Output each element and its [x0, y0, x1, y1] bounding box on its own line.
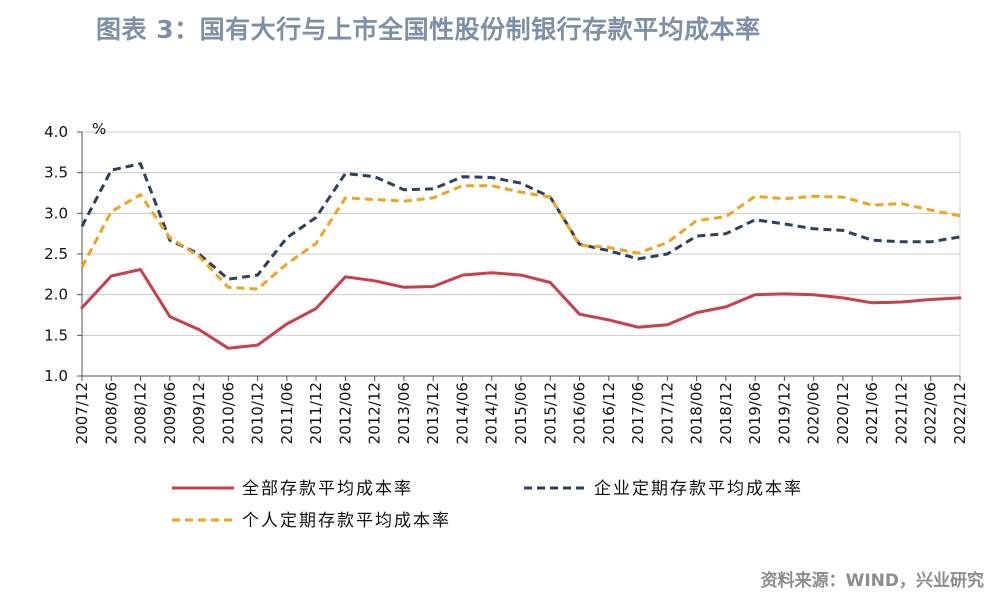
- source-note: 资料来源：WIND，兴业研究: [760, 571, 984, 591]
- x-tick-label: 2020/06: [805, 382, 823, 444]
- y-tick-label: 2.0: [44, 286, 68, 304]
- x-tick-label: 2016/12: [600, 382, 618, 444]
- x-tick-label: 2009/06: [161, 382, 179, 444]
- x-tick-labels: 2007/12 2008/06 2008/12 2009/06 2009/12 2010/…: [73, 382, 969, 444]
- x-tick-label: 2014/12: [483, 382, 501, 444]
- x-tick-label: 2007/12: [73, 382, 91, 444]
- x-tick-label: 2012/06: [336, 382, 354, 444]
- x-tick-label: 2019/12: [775, 382, 793, 444]
- y-tick-label: 1.5: [44, 326, 68, 344]
- y-tick-label: 4.0: [44, 123, 68, 141]
- x-tick-label: 2018/06: [688, 382, 706, 444]
- y-tick-label: 2.5: [44, 245, 68, 263]
- x-tick-label: 2017/12: [658, 382, 676, 444]
- x-tick-label: 2017/06: [629, 382, 647, 444]
- axes: [77, 131, 961, 381]
- x-tick-label: 2013/06: [395, 382, 413, 444]
- x-tick-label: 2021/06: [863, 382, 881, 444]
- x-tick-label: 2019/06: [746, 382, 764, 444]
- y-tick-labels: 4.0 3.5 3.0 2.5 2.0 1.5 1.0: [44, 123, 68, 385]
- series-line-personal: [80, 184, 961, 291]
- x-tick-label: 2011/12: [307, 382, 325, 444]
- y-axis-unit: %: [92, 120, 106, 138]
- x-tick-label: 2014/06: [453, 382, 471, 444]
- x-tick-label: 2020/12: [834, 382, 852, 444]
- x-tick-label: 2022/06: [922, 382, 940, 444]
- series-lines: [80, 162, 962, 350]
- x-tick-label: 2008/12: [132, 382, 150, 444]
- x-tick-label: 2018/12: [717, 382, 735, 444]
- series-line-corporate: [80, 162, 961, 281]
- x-tick-label: 2021/12: [892, 382, 910, 444]
- y-tick-label: 3.5: [44, 164, 68, 182]
- legend-label-personal: 个人定期存款平均成本率: [242, 511, 451, 531]
- x-tick-label: 2015/06: [512, 382, 530, 444]
- legend-label-total: 全部存款平均成本率: [242, 479, 413, 499]
- y-tick-label: 3.0: [44, 204, 68, 222]
- x-tick-label: 2009/12: [190, 382, 208, 444]
- series-line-total: [80, 268, 962, 350]
- x-tick-label: 2010/12: [249, 382, 267, 444]
- x-tick-label: 2008/06: [102, 382, 120, 444]
- x-tick-label: 2010/06: [219, 382, 237, 444]
- x-tick-label: 2012/12: [366, 382, 384, 444]
- legend-label-corporate: 企业定期存款平均成本率: [594, 479, 803, 499]
- x-tick-label: 2013/12: [424, 382, 442, 444]
- chart-title: 图表 3：国有大行与上市全国性股份制银行存款平均成本率: [96, 15, 761, 44]
- x-tick-label: 2016/06: [571, 382, 589, 444]
- y-tick-label: 1.0: [44, 367, 68, 385]
- x-tick-label: 2022/12: [951, 382, 969, 444]
- grid-lines: [82, 131, 961, 376]
- x-tick-label: 2011/06: [278, 382, 296, 444]
- x-tick-label: 2015/12: [541, 382, 559, 444]
